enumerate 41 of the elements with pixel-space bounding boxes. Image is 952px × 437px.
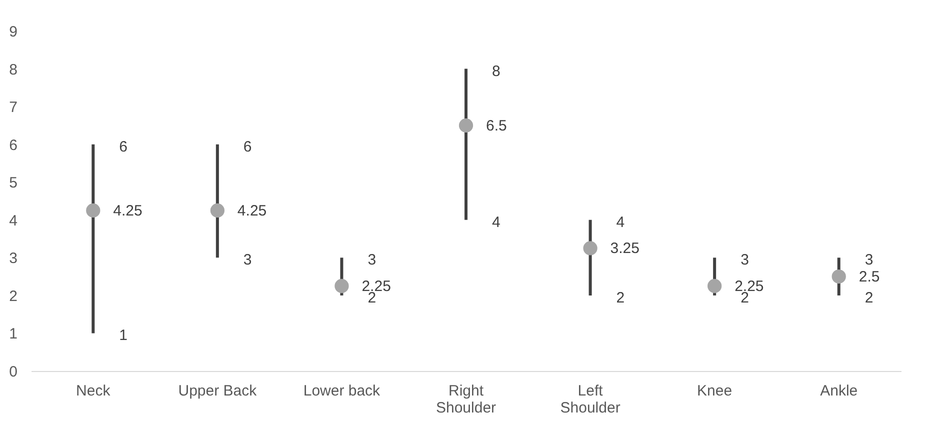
point — [832, 270, 846, 284]
y-tick-label: 7 — [9, 99, 18, 116]
annotation: 6 — [243, 138, 252, 156]
data-label: 4.25 — [237, 202, 267, 220]
y-tick-label: 0 — [9, 364, 18, 380]
y-tick-label: 4 — [9, 212, 18, 230]
y-tick-label: 9 — [9, 24, 18, 40]
x-tick-label: Neck — [76, 382, 111, 400]
annotation: 4 — [616, 214, 625, 231]
y-tick-label: 3 — [9, 250, 18, 268]
point — [583, 241, 598, 256]
data-label: 6.5 — [486, 117, 507, 134]
annotation: 2 — [616, 289, 625, 306]
data-label: 4.25 — [113, 202, 142, 220]
y-tick-label: 5 — [9, 174, 18, 192]
annotation: 3 — [368, 252, 376, 269]
x-tick-label: Upper Back — [178, 382, 258, 400]
annotation: 6 — [119, 138, 128, 156]
annotation: 4 — [492, 214, 500, 231]
point — [86, 203, 100, 218]
point — [708, 278, 722, 294]
y-tick-label: 1 — [9, 326, 18, 343]
x-tick-label: Left Shoulder — [560, 382, 620, 416]
data-label: 3.25 — [610, 240, 640, 258]
x-tick-label: Right Shoulder — [436, 382, 496, 416]
annotation: 3 — [243, 252, 252, 269]
annotation: 8 — [492, 62, 500, 80]
point — [334, 278, 349, 294]
y-tick-label: 6 — [9, 136, 18, 154]
annotation: 2 — [864, 289, 874, 306]
y-tick-label: 8 — [9, 61, 18, 78]
annotation: 3 — [864, 252, 874, 269]
x-tick-label: Lower back — [303, 382, 381, 400]
annotation: 1 — [119, 327, 128, 344]
point — [210, 203, 224, 218]
y-tick-label: 2 — [9, 288, 18, 305]
data-label: 2.5 — [858, 268, 880, 286]
x-tick-label: Ankle — [820, 382, 858, 400]
annotation: 3 — [740, 252, 749, 269]
x-tick-label: Knee — [697, 382, 732, 400]
point — [458, 118, 474, 132]
